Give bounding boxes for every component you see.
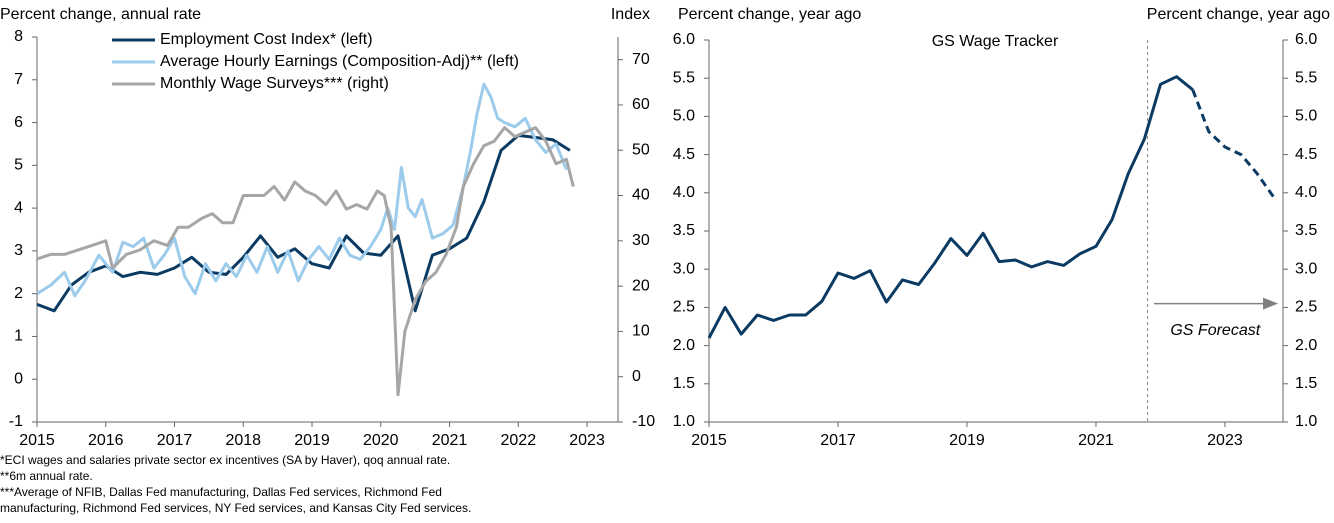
series-line — [36, 126, 575, 397]
y2-tick-label: -10 — [632, 413, 655, 430]
y-axis-label: Percent change, year ago — [678, 6, 861, 23]
y-tick-label: 2 — [14, 285, 23, 302]
y2-tick-label: 20 — [632, 277, 650, 294]
series-line — [36, 82, 568, 298]
footnote: manufacturing, Richmond Fed services, NY… — [0, 501, 471, 515]
series-line — [1191, 89, 1275, 198]
y-tick-label: 6 — [14, 114, 23, 131]
y2-tick-label: 1.5 — [1295, 375, 1317, 392]
x-tick-label: 2015 — [691, 432, 727, 449]
y-tick-label: 3 — [14, 242, 23, 259]
y2-tick-label: 3.5 — [1295, 222, 1317, 239]
y-tick-label: -1 — [9, 413, 23, 430]
y-tick-label: 2.5 — [673, 299, 695, 316]
x-tick-label: 2015 — [19, 432, 55, 449]
y2-tick-label: 40 — [632, 187, 650, 204]
y-tick-label: 1.0 — [673, 413, 695, 430]
y-tick-label: 5 — [14, 157, 23, 174]
x-tick-label: 2017 — [820, 432, 856, 449]
legend-label: Monthly Wage Surveys*** (right) — [160, 75, 389, 92]
y-tick-label: 6.0 — [673, 31, 695, 48]
y-tick-label: 3.5 — [673, 222, 695, 239]
y2-axis-label: Index — [611, 6, 650, 23]
y2-tick-label: 3.0 — [1295, 260, 1317, 277]
y2-tick-label: 5.5 — [1295, 69, 1317, 86]
y-tick-label: 3.0 — [673, 260, 695, 277]
y2-tick-label: 30 — [632, 232, 650, 249]
y-tick-label: 5.5 — [673, 69, 695, 86]
x-tick-label: 2019 — [294, 432, 330, 449]
y2-tick-label: 5.0 — [1295, 108, 1317, 125]
y2-tick-label: 10 — [632, 323, 650, 340]
x-tick-label: 2022 — [501, 432, 537, 449]
chart-title: GS Wage Tracker — [932, 33, 1059, 50]
y2-tick-label: 4.5 — [1295, 146, 1317, 163]
footnote: *ECI wages and salaries private sector e… — [0, 453, 450, 467]
y-tick-label: 4.0 — [673, 184, 695, 201]
annotation: GS Forecast — [1170, 322, 1260, 339]
y-tick-label: 5.0 — [673, 108, 695, 125]
y-tick-label: 1 — [14, 328, 23, 345]
x-tick-label: 2019 — [949, 432, 985, 449]
y2-tick-label: 4.0 — [1295, 184, 1317, 201]
y-tick-label: 1.5 — [673, 375, 695, 392]
x-tick-label: 2021 — [432, 432, 468, 449]
y-tick-label: 8 — [14, 28, 23, 45]
series-line — [36, 133, 571, 313]
x-tick-label: 2018 — [225, 432, 261, 449]
y2-tick-label: 6.0 — [1295, 31, 1317, 48]
y2-tick-label: 60 — [632, 96, 650, 113]
y2-tick-label: 1.0 — [1295, 413, 1317, 430]
y2-tick-label: 2.5 — [1295, 299, 1317, 316]
y-tick-label: 7 — [14, 71, 23, 88]
y-axis-label: Percent change, annual rate — [0, 6, 201, 23]
legend-label: Employment Cost Index* (left) — [160, 31, 373, 48]
x-tick-label: 2023 — [569, 432, 605, 449]
x-tick-label: 2016 — [88, 432, 124, 449]
y2-tick-label: 50 — [632, 141, 650, 158]
legend-label: Average Hourly Earnings (Composition-Adj… — [160, 53, 519, 70]
series-line — [707, 75, 1194, 339]
footnote: **6m annual rate. — [0, 469, 93, 483]
x-tick-label: 2021 — [1078, 432, 1114, 449]
x-tick-label: 2023 — [1207, 432, 1243, 449]
y-tick-label: 2.0 — [673, 337, 695, 354]
y2-tick-label: 70 — [632, 51, 650, 68]
y-tick-label: 4 — [14, 199, 23, 216]
y-tick-label: 0 — [14, 370, 23, 387]
y2-tick-label: 0 — [632, 368, 641, 385]
x-tick-label: 2020 — [363, 432, 399, 449]
y2-tick-label: 2.0 — [1295, 337, 1317, 354]
y-tick-label: 4.5 — [673, 146, 695, 163]
x-tick-label: 2017 — [157, 432, 193, 449]
footnote: ***Average of NFIB, Dallas Fed manufactu… — [0, 485, 442, 499]
y2-axis-label: Percent change, year ago — [1147, 6, 1330, 23]
